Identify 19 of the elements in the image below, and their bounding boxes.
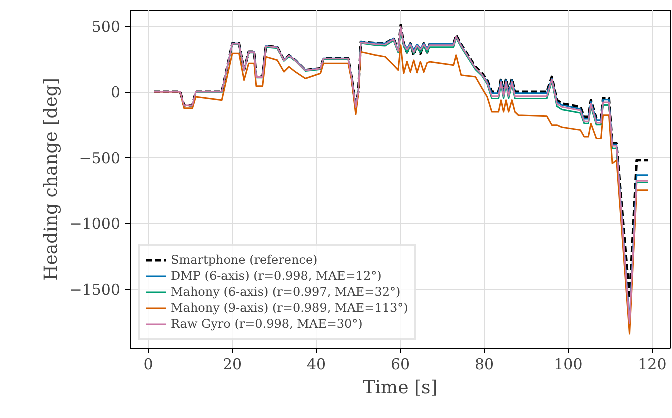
x-tick-label: 80 [474, 356, 494, 374]
x-tick-label: 100 [554, 356, 583, 374]
x-tick-label: 40 [306, 356, 326, 374]
y-tick-label: 0 [110, 84, 121, 102]
legend-label: Mahony (9-axis) (r=0.989, MAE=113°) [171, 300, 408, 316]
x-axis-title: Time [s] [363, 378, 438, 398]
legend-label: Smartphone (reference) [171, 252, 318, 268]
x-tick-label: 120 [638, 356, 667, 374]
legend-label: Mahony (6-axis) (r=0.997, MAE=32°) [171, 284, 401, 300]
y-axis-title: Heading change [deg] [40, 78, 62, 281]
x-tick-label: 0 [144, 356, 154, 374]
y-tick-label: −1500 [70, 280, 121, 299]
y-tick-label: 500 [92, 18, 121, 36]
x-tick-label: 20 [222, 356, 242, 374]
legend-label: DMP (6-axis) (r=0.998, MAE=12°) [171, 268, 382, 284]
legend-label: Raw Gyro (r=0.998, MAE=30°) [171, 316, 363, 332]
y-tick-label: −1000 [70, 215, 121, 234]
y-tick-label: −500 [79, 149, 121, 168]
x-tick-label: 60 [390, 356, 410, 374]
